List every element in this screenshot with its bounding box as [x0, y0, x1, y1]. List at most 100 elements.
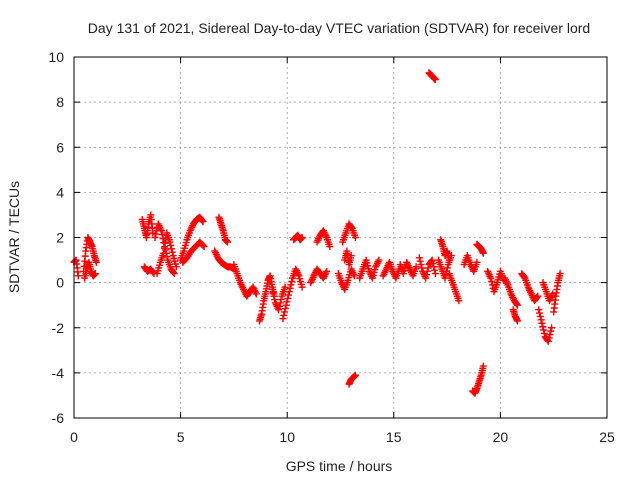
data-point [280, 311, 288, 319]
data-point [351, 371, 359, 379]
data-point [166, 238, 174, 246]
data-point [431, 270, 439, 278]
data-point [442, 271, 450, 279]
data-point [540, 329, 548, 337]
data-point [326, 243, 334, 251]
y-tick-label: 8 [56, 94, 64, 110]
data-point [198, 217, 206, 225]
data-point [479, 362, 487, 370]
data-point [479, 249, 487, 257]
data-point [513, 317, 521, 325]
y-tick-label: -4 [52, 365, 65, 381]
x-tick-label: 15 [386, 429, 402, 445]
data-point [415, 254, 423, 262]
data-point [347, 223, 355, 231]
y-tick-label: 6 [56, 139, 64, 155]
data-point [199, 241, 207, 249]
data-point [163, 253, 171, 261]
data-point [548, 324, 556, 332]
data-point [556, 270, 564, 278]
data-point [283, 298, 291, 306]
data-point [416, 257, 424, 265]
data-point [285, 291, 293, 299]
chart-title: Day 131 of 2021, Sidereal Day-to-day VTE… [88, 20, 590, 36]
data-point [431, 76, 439, 84]
data-point [161, 239, 169, 247]
data-point [281, 305, 289, 313]
data-point [533, 293, 541, 301]
data-point [277, 296, 285, 304]
data-point [172, 263, 180, 271]
data-point [373, 259, 381, 267]
data-point [170, 270, 178, 278]
data-point [282, 301, 290, 309]
data-point [418, 264, 426, 272]
x-tick-label: 0 [70, 429, 78, 445]
data-point [270, 292, 278, 300]
y-tick-label: 10 [48, 49, 64, 65]
data-point [288, 277, 296, 285]
data-point [275, 306, 283, 314]
data-point [422, 274, 430, 282]
data-point [279, 315, 287, 323]
data-point [275, 302, 283, 310]
data-point [74, 272, 82, 280]
data-point [199, 218, 207, 226]
data-point [271, 296, 279, 304]
data-point [485, 271, 493, 279]
data-point [350, 272, 358, 280]
data-point [544, 337, 552, 345]
data-point [200, 243, 208, 251]
data-point [91, 270, 99, 278]
data-point [423, 267, 431, 275]
data-point [473, 258, 481, 266]
data-point [520, 273, 528, 281]
y-tick-label: 4 [56, 184, 64, 200]
x-axis-label: GPS time / hours [286, 458, 393, 474]
data-point [534, 292, 542, 300]
data-point [441, 274, 449, 282]
data-point [160, 249, 168, 257]
data-point [455, 297, 463, 305]
data-point [537, 316, 545, 324]
data-point [351, 234, 359, 241]
data-point [276, 299, 284, 307]
data-point [152, 230, 160, 238]
data-point [445, 256, 453, 264]
data-point [540, 326, 548, 334]
y-tick-label: -2 [52, 320, 65, 336]
data-point [538, 319, 546, 327]
data-point [168, 248, 176, 256]
data-point [224, 238, 232, 246]
data-point [536, 309, 544, 317]
y-tick-label: 2 [56, 230, 64, 246]
data-point [347, 252, 355, 260]
y-tick-label: 0 [56, 275, 64, 291]
data-point [424, 264, 432, 272]
axis-ticks: 0 5 10 15 20 25 -6 -4 -2 0 2 4 6 8 10 [48, 49, 615, 445]
data-point [429, 259, 437, 267]
x-tick-label: 20 [493, 429, 509, 445]
x-tick-label: 25 [599, 429, 615, 445]
data-point [536, 312, 544, 320]
data-point [488, 277, 496, 285]
data-point [281, 308, 289, 316]
data-point [375, 256, 383, 264]
data-point [323, 267, 331, 275]
data-point [169, 268, 177, 276]
data-point [443, 264, 451, 272]
data-point [513, 300, 521, 308]
data-point [157, 227, 165, 235]
data-points [70, 69, 564, 397]
data-point [539, 323, 547, 331]
data-point [487, 274, 495, 282]
data-point [269, 289, 277, 297]
data-point [298, 283, 306, 291]
x-tick-label: 10 [279, 429, 295, 445]
data-point [151, 234, 159, 241]
data-point [423, 271, 431, 279]
data-point [287, 281, 295, 289]
data-point [160, 244, 168, 252]
data-point [268, 285, 276, 293]
